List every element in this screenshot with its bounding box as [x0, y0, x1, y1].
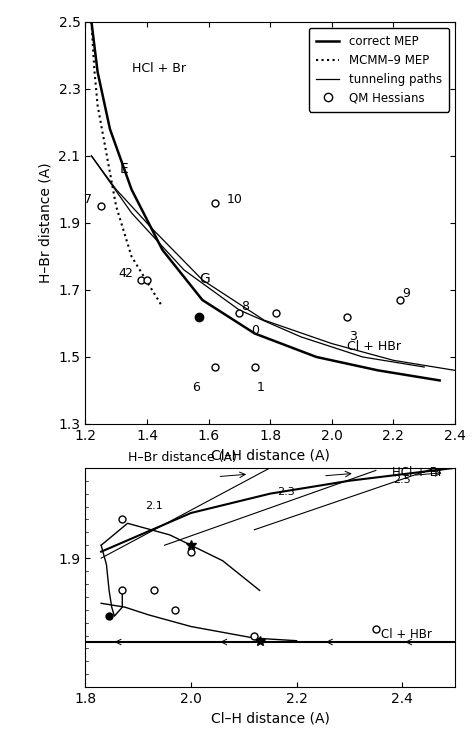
Y-axis label: H–Br distance (A): H–Br distance (A) [39, 162, 53, 284]
Text: 10: 10 [227, 193, 243, 206]
Text: HCl + Br: HCl + Br [392, 466, 443, 479]
X-axis label: Cl–H distance (A): Cl–H distance (A) [211, 448, 329, 463]
Text: G: G [199, 272, 210, 287]
X-axis label: Cl–H distance (A): Cl–H distance (A) [211, 711, 329, 726]
Text: 1: 1 [257, 381, 265, 393]
Text: 0: 0 [251, 324, 259, 337]
Text: HCl + Br: HCl + Br [132, 62, 185, 75]
Text: 2.5: 2.5 [393, 475, 411, 485]
Text: 2.1: 2.1 [145, 501, 163, 511]
Text: 3: 3 [349, 330, 357, 344]
Text: 8: 8 [242, 300, 249, 313]
Text: 2: 2 [125, 267, 132, 280]
Text: 7: 7 [84, 193, 92, 206]
Text: 9: 9 [402, 287, 410, 300]
Text: 6: 6 [192, 381, 200, 393]
Text: H–Br distance (A): H–Br distance (A) [128, 451, 237, 464]
Text: 2.3: 2.3 [277, 487, 295, 497]
Text: E: E [119, 162, 128, 175]
Text: Cl + HBr: Cl + HBr [381, 628, 432, 641]
Legend: correct MEP, MCMM–9 MEP, tunneling paths, QM Hessians: correct MEP, MCMM–9 MEP, tunneling paths… [309, 28, 449, 112]
Text: 4: 4 [118, 267, 126, 280]
Text: Cl + HBr: Cl + HBr [347, 340, 401, 353]
